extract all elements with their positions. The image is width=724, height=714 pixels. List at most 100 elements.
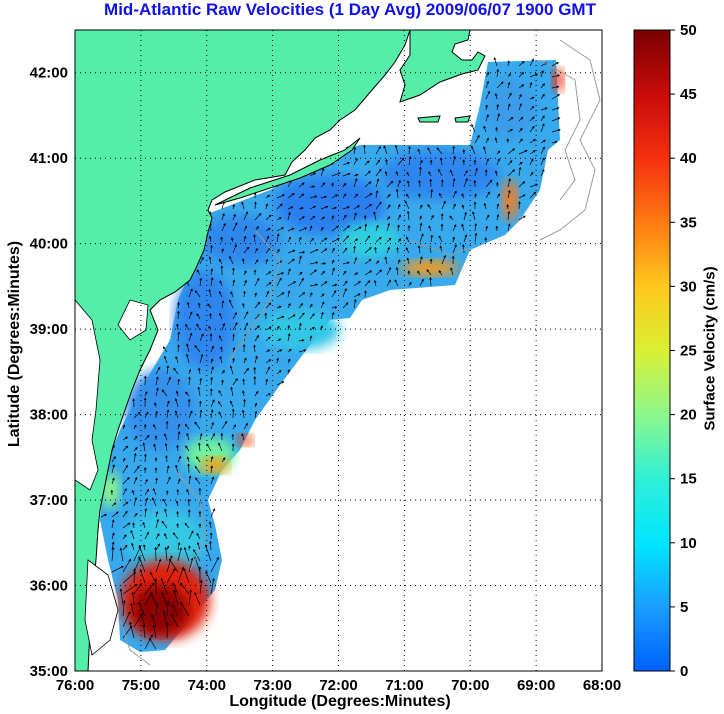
current-arrow: [287, 333, 290, 342]
current-arrow: [276, 316, 284, 320]
current-arrow-head: [124, 510, 128, 514]
current-arrow: [144, 532, 149, 540]
current-arrow: [374, 280, 377, 287]
current-arrow: [353, 205, 360, 210]
y-tick-label: 35:00: [30, 663, 68, 680]
current-arrow-head: [177, 310, 180, 314]
current-arrow: [309, 216, 315, 221]
current-arrow: [342, 271, 347, 276]
current-arrow-head: [222, 369, 225, 373]
current-arrow: [276, 233, 279, 243]
current-arrow-head: [483, 146, 486, 150]
current-arrow: [232, 358, 235, 364]
current-arrow-head: [145, 497, 149, 501]
current-arrow: [298, 312, 305, 320]
current-arrow-head: [211, 345, 214, 349]
current-arrow-head: [178, 455, 182, 459]
current-arrow-head: [293, 281, 297, 284]
current-arrow: [439, 193, 443, 199]
current-arrow-head: [111, 519, 115, 523]
current-arrow: [265, 203, 268, 210]
current-arrow: [265, 291, 269, 298]
current-arrow-head: [201, 256, 204, 260]
land-mainland: [75, 30, 411, 671]
current-arrow-head: [418, 193, 421, 197]
current-arrow-head: [471, 123, 474, 127]
current-arrow-head: [210, 244, 213, 248]
x-tick-label: 72:00: [319, 677, 357, 694]
current-arrow: [120, 548, 124, 562]
current-arrow-head: [508, 178, 511, 182]
current-arrow-head: [233, 424, 237, 428]
current-arrow-head: [395, 188, 399, 192]
velocity-field: [100, 60, 564, 652]
current-arrow-head: [171, 613, 174, 617]
current-arrow: [183, 568, 190, 584]
current-arrow-head: [522, 181, 526, 184]
current-arrow-head: [439, 245, 443, 249]
current-arrow-head: [232, 279, 236, 283]
current-arrow-head: [127, 522, 131, 526]
current-arrow-head: [113, 502, 117, 506]
current-arrow-head: [279, 277, 282, 281]
current-arrow: [149, 638, 157, 650]
current-arrow-head: [257, 301, 261, 305]
current-arrow-head: [153, 443, 156, 447]
current-arrow-head: [367, 280, 371, 284]
current-arrow-head: [507, 81, 511, 85]
current-arrow-head: [198, 487, 202, 491]
current-arrow: [353, 147, 356, 155]
current-arrow-head: [281, 315, 285, 319]
current-arrow: [232, 334, 235, 342]
current-arrow-head: [332, 247, 335, 251]
current-arrow: [495, 170, 498, 177]
current-arrow: [452, 224, 457, 232]
current-arrow: [197, 542, 201, 551]
current-arrow: [364, 204, 372, 210]
current-arrow: [551, 94, 560, 100]
current-arrow: [540, 147, 545, 155]
current-arrow: [221, 421, 228, 430]
current-arrow-head: [507, 210, 511, 214]
current-arrow: [210, 578, 215, 595]
current-arrow-head: [133, 424, 137, 428]
current-arrow-head: [176, 510, 179, 514]
current-arrow: [364, 224, 367, 232]
current-arrow-head: [253, 376, 257, 379]
current-arrow-head: [201, 333, 204, 337]
current-arrow-head: [518, 166, 522, 170]
current-arrow-head: [276, 325, 280, 329]
current-arrow-head: [429, 276, 432, 280]
current-arrow-head: [384, 170, 388, 174]
current-arrow: [210, 465, 213, 474]
current-arrow: [177, 424, 180, 430]
current-arrow: [218, 335, 223, 342]
current-arrow: [254, 248, 258, 254]
current-arrow-head: [142, 521, 146, 525]
current-arrow: [298, 292, 305, 298]
current-arrow-head: [244, 279, 247, 283]
current-arrow: [518, 94, 522, 100]
colorbar-tick-label: 5: [680, 599, 688, 616]
current-arrow-head: [255, 247, 258, 251]
current-arrow-head: [136, 465, 140, 469]
isobath: [229, 229, 281, 361]
current-arrow: [438, 270, 443, 276]
current-arrow-head: [302, 292, 306, 295]
current-arrow: [540, 115, 545, 122]
current-arrow-head: [210, 268, 214, 272]
current-arrow: [529, 116, 535, 122]
current-arrow: [485, 191, 490, 199]
current-arrow-head: [324, 281, 328, 284]
current-arrow: [195, 477, 201, 485]
current-arrow: [180, 602, 190, 617]
current-arrow-head: [186, 432, 189, 436]
current-arrow: [173, 590, 179, 606]
current-arrow: [342, 225, 350, 232]
current-arrow-head: [301, 193, 305, 197]
current-arrow-head: [369, 193, 373, 196]
current-arrow-head: [333, 290, 337, 293]
current-arrow-head: [243, 290, 246, 294]
current-arrow-head: [218, 290, 222, 294]
current-arrow-head: [334, 283, 338, 287]
